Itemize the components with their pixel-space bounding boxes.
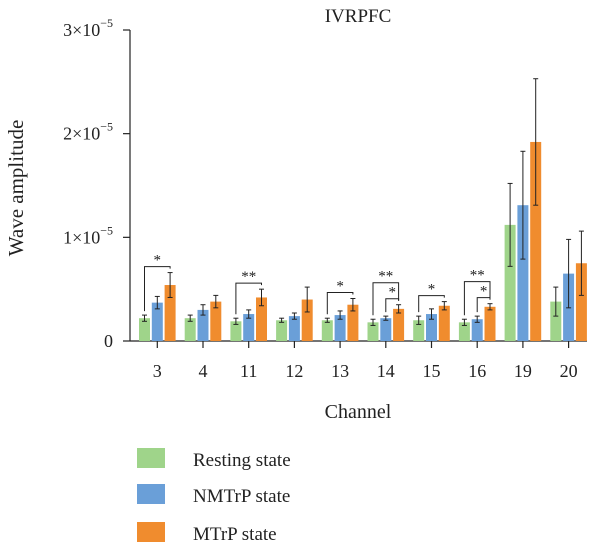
- bar: [550, 301, 562, 341]
- bar: [301, 299, 313, 341]
- bar: [393, 308, 405, 341]
- significance-label: *: [480, 284, 488, 300]
- bar: [484, 306, 496, 341]
- bar: [426, 314, 437, 341]
- significance-label: **: [470, 268, 485, 284]
- significance-bracket: [418, 295, 445, 313]
- bar: [458, 322, 470, 341]
- bar: [230, 321, 242, 341]
- y-tick-label: 3×10−5: [63, 16, 113, 40]
- significance-bracket: [235, 282, 262, 315]
- x-tick-label: 4: [199, 361, 208, 381]
- bar: [438, 305, 450, 341]
- x-tick-label: 16: [468, 361, 486, 381]
- bar: [243, 314, 255, 341]
- significance-label: **: [378, 269, 393, 285]
- y-tick-label: 0: [104, 331, 113, 351]
- significance-label: *: [388, 285, 396, 301]
- legend-swatch: [137, 484, 165, 504]
- bar: [210, 301, 222, 341]
- x-tick-label: 11: [240, 361, 257, 381]
- significance-label: *: [154, 253, 162, 269]
- x-tick-label: 14: [377, 361, 395, 381]
- x-tick-label: 13: [331, 361, 349, 381]
- x-tick-label: 3: [153, 361, 162, 381]
- x-tick-label: 20: [560, 361, 578, 381]
- y-tick-label: 1×10−5: [63, 223, 113, 247]
- bar: [256, 297, 267, 341]
- x-axis-label: Channel: [325, 401, 392, 423]
- bar: [575, 263, 587, 341]
- bar: [517, 205, 529, 341]
- bar: [197, 309, 209, 341]
- legend-label: MTrP state: [193, 524, 277, 545]
- bar: [139, 318, 150, 341]
- bar: [471, 319, 483, 341]
- x-tick-label: 19: [514, 361, 532, 381]
- bar: [413, 320, 425, 341]
- significance-bracket: [326, 291, 354, 315]
- significance-bracket: [463, 281, 491, 316]
- significance-label: *: [428, 282, 436, 298]
- significance-bracket: [372, 282, 400, 316]
- bar: [164, 285, 176, 341]
- bar: [276, 320, 288, 341]
- bar: [380, 318, 392, 341]
- significance-label: **: [241, 269, 256, 285]
- chart-title: IVRPFC: [325, 6, 392, 27]
- y-tick-label: 2×10−5: [63, 120, 113, 144]
- legend-swatch: [137, 522, 165, 542]
- bar: [151, 302, 163, 341]
- bar: [184, 318, 196, 341]
- bar: [504, 224, 516, 341]
- significance-label: *: [336, 278, 344, 294]
- y-axis-label: Wave amplitude: [4, 120, 28, 257]
- x-tick-label: 15: [423, 361, 441, 381]
- bar: [367, 322, 379, 341]
- legend-label: NMTrP state: [193, 486, 290, 507]
- legend-swatch: [137, 448, 165, 468]
- bar: [321, 320, 333, 341]
- legend-label: Resting state: [193, 450, 291, 471]
- significance-bracket: [144, 266, 171, 312]
- bar: [334, 315, 346, 341]
- x-tick-label: 12: [285, 361, 303, 381]
- bar: [347, 304, 359, 341]
- bar: [530, 141, 542, 341]
- bar: [288, 316, 300, 341]
